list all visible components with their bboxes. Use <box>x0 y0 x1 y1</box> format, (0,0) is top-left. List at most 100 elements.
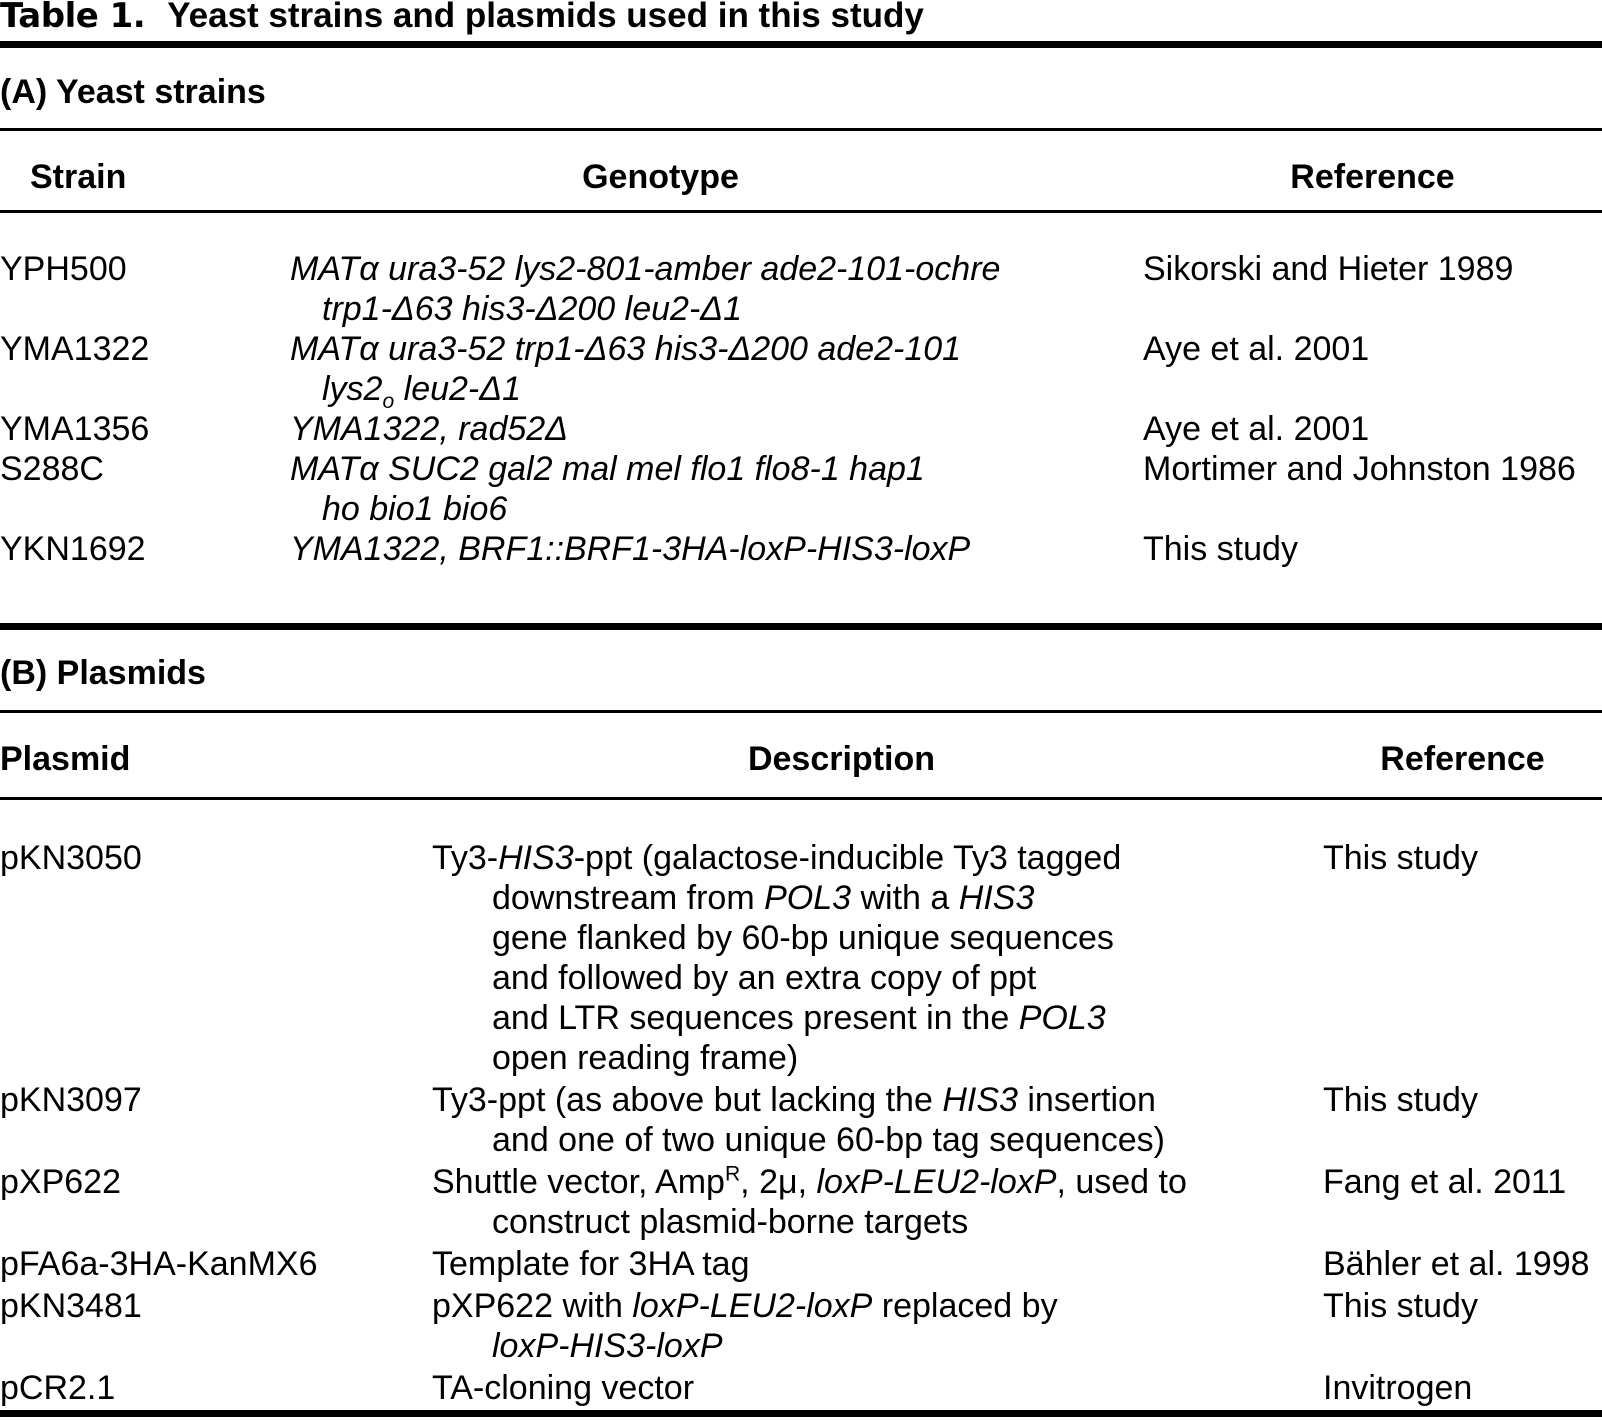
text-segment: and LTR sequences present in the <box>492 999 1019 1037</box>
text-segment: Ty3-ppt (as above but lacking the <box>432 1081 943 1119</box>
reference-cell: This study <box>1323 839 1478 877</box>
reference-cell: Sikorski and Hieter 1989 <box>1143 250 1514 288</box>
column-header-strain: Strain <box>30 158 127 196</box>
plasmid-name: pXP622 <box>0 1163 121 1201</box>
cell-line: MATα ura3-52 trp1-Δ63 his3-Δ200 ade2-101 <box>290 329 1143 369</box>
text-segment: YMA1322, rad52Δ <box>290 410 568 448</box>
rule-section-divider <box>0 623 1602 630</box>
cell-line: trp1-Δ63 his3-Δ200 leu2-Δ1 <box>290 289 1143 329</box>
text-segment: and followed by an extra copy of ppt <box>492 959 1037 997</box>
text-segment: YMA1322, BRF1::BRF1-3HA-loxP-HIS3-loxP <box>290 530 971 568</box>
cell-line: downstream from POL3 with a HIS3 <box>432 878 1323 918</box>
description-cell: pXP622 with loxP-LEU2-loxP replaced by lo… <box>432 1286 1323 1366</box>
text-segment: HIS3 <box>498 839 574 877</box>
plasmid-name: pCR2.1 <box>0 1369 116 1407</box>
strain-row: YPH500 MATα ura3-52 lys2-801-amber ade2-… <box>0 249 1602 329</box>
cell-line: TA-cloning vector <box>432 1368 1323 1408</box>
strain-name: YMA1322 <box>0 330 150 368</box>
plasmid-row: pKN3050 Ty3-HIS3-ppt (galactose-inducibl… <box>0 838 1602 1078</box>
text-segment: leu2-Δ1 <box>394 370 521 408</box>
text-segment: with a <box>851 879 959 917</box>
genotype-cell: MATα SUC2 gal2 mal mel flo1 flo8-1 hap1 h… <box>290 449 1143 529</box>
rule-above-header-b <box>0 710 1602 713</box>
text-segment: Shuttle vector, Amp <box>432 1163 725 1201</box>
text-segment: TA-cloning vector <box>432 1369 695 1407</box>
cell-line: MATα SUC2 gal2 mal mel flo1 flo8-1 hap1 <box>290 449 1143 489</box>
strain-name: YPH500 <box>0 250 127 288</box>
description-cell: Template for 3HA tag <box>432 1244 1323 1284</box>
rule-below-header-b <box>0 797 1602 800</box>
text-segment: insertion <box>1017 1081 1156 1119</box>
column-header-description: Description <box>747 740 936 778</box>
text-segment: open reading frame) <box>492 1039 799 1077</box>
text-segment: downstream from <box>492 879 765 917</box>
column-header-reference-a: Reference <box>1290 158 1455 196</box>
genotype-cell: YMA1322, rad52Δ <box>290 409 1143 449</box>
description-cell: TA-cloning vector <box>432 1368 1323 1408</box>
strain-row: YKN1692 YMA1322, BRF1::BRF1-3HA-loxP-HIS… <box>0 529 1602 569</box>
text-segment: , 2μ, <box>740 1163 817 1201</box>
text-segment: R <box>724 1162 741 1186</box>
cell-line: Shuttle vector, AmpR, 2μ, loxP-LEU2-loxP… <box>432 1162 1323 1202</box>
text-segment: , used to <box>1056 1163 1187 1201</box>
text-segment: pXP622 with <box>432 1287 633 1325</box>
reference-cell: Invitrogen <box>1323 1369 1473 1407</box>
table-caption-label: Table 1. <box>0 0 146 36</box>
plasmid-name: pKN3097 <box>0 1081 142 1119</box>
cell-line: Ty3-HIS3-ppt (galactose-inducible Ty3 ta… <box>432 838 1323 878</box>
cell-line: loxP-HIS3-loxP <box>432 1326 1323 1366</box>
text-segment: POL3 <box>1018 999 1106 1037</box>
text-segment: loxP-HIS3-loxP <box>492 1327 723 1365</box>
plasmid-row: pXP622 Shuttle vector, AmpR, 2μ, loxP-LE… <box>0 1162 1602 1242</box>
strain-row: YMA1356 YMA1322, rad52Δ Aye et al. 2001 <box>0 409 1602 449</box>
description-cell: Shuttle vector, AmpR, 2μ, loxP-LEU2-loxP… <box>432 1162 1323 1242</box>
section-a-heading: (A) Yeast strains <box>0 73 266 111</box>
rule-below-header-a <box>0 210 1602 213</box>
genotype-cell: YMA1322, BRF1::BRF1-3HA-loxP-HIS3-loxP <box>290 529 1143 569</box>
cell-line: construct plasmid-borne targets <box>432 1202 1323 1242</box>
section-a-body: YPH500 MATα ura3-52 lys2-801-amber ade2-… <box>0 249 1602 569</box>
section-b-body: pKN3050 Ty3-HIS3-ppt (galactose-inducibl… <box>0 838 1602 1408</box>
text-segment: trp1-Δ63 his3-Δ200 leu2-Δ1 <box>322 290 742 328</box>
table-caption: Table 1. Yeast strains and plasmids used … <box>0 0 1602 35</box>
cell-line: lys2o leu2-Δ1 <box>290 369 1143 412</box>
text-segment: MATα SUC2 gal2 mal mel flo1 flo8-1 hap1 <box>290 450 925 488</box>
plasmid-row: pCR2.1 TA-cloning vector Invitrogen <box>0 1368 1602 1408</box>
text-segment: ho bio1 bio6 <box>322 490 508 528</box>
text-segment: MATα ura3-52 trp1-Δ63 his3-Δ200 ade2-101 <box>290 330 962 368</box>
rule-top <box>0 41 1602 48</box>
text-segment: POL3 <box>764 879 852 917</box>
plasmid-row: pKN3481 pXP622 with loxP-LEU2-loxP repla… <box>0 1286 1602 1366</box>
cell-line: MATα ura3-52 lys2-801-amber ade2-101-och… <box>290 249 1143 289</box>
reference-cell: This study <box>1323 1287 1478 1325</box>
cell-line: ho bio1 bio6 <box>290 489 1143 529</box>
text-segment: -ppt (galactose-inducible Ty3 tagged <box>573 839 1122 877</box>
table-caption-title: Yeast strains and plasmids used in this … <box>167 0 924 35</box>
reference-cell: This study <box>1143 530 1298 568</box>
plasmid-row: pKN3097 Ty3-ppt (as above but lacking th… <box>0 1080 1602 1160</box>
plasmid-name: pFA6a-3HA-KanMX6 <box>0 1245 318 1283</box>
text-segment: replaced by <box>872 1287 1058 1325</box>
text-segment: Template for 3HA tag <box>432 1245 750 1283</box>
rule-bottom <box>0 1410 1602 1417</box>
column-header-plasmid: Plasmid <box>0 740 131 778</box>
cell-line: and one of two unique 60-bp tag sequence… <box>432 1120 1323 1160</box>
text-segment: loxP-LEU2-loxP <box>816 1163 1057 1201</box>
strain-name: YMA1356 <box>0 410 150 448</box>
section-b-heading: (B) Plasmids <box>0 654 206 692</box>
section-a-header-row: Strain Genotype Reference <box>0 157 1602 197</box>
cell-line: Template for 3HA tag <box>432 1244 1323 1284</box>
text-segment: o <box>382 389 395 413</box>
text-segment: loxP-LEU2-loxP <box>632 1287 873 1325</box>
plasmid-name: pKN3050 <box>0 839 142 877</box>
text-segment: lys2 <box>322 370 383 408</box>
column-header-genotype: Genotype <box>582 158 739 196</box>
plasmid-name: pKN3481 <box>0 1287 142 1325</box>
description-cell: Ty3-ppt (as above but lacking the HIS3 i… <box>432 1080 1323 1160</box>
reference-cell: Mortimer and Johnston 1986 <box>1143 450 1576 488</box>
cell-line: YMA1322, BRF1::BRF1-3HA-loxP-HIS3-loxP <box>290 529 1143 569</box>
strain-name: YKN1692 <box>0 530 146 568</box>
cell-line: open reading frame) <box>432 1038 1323 1078</box>
strain-name: S288C <box>0 450 104 488</box>
